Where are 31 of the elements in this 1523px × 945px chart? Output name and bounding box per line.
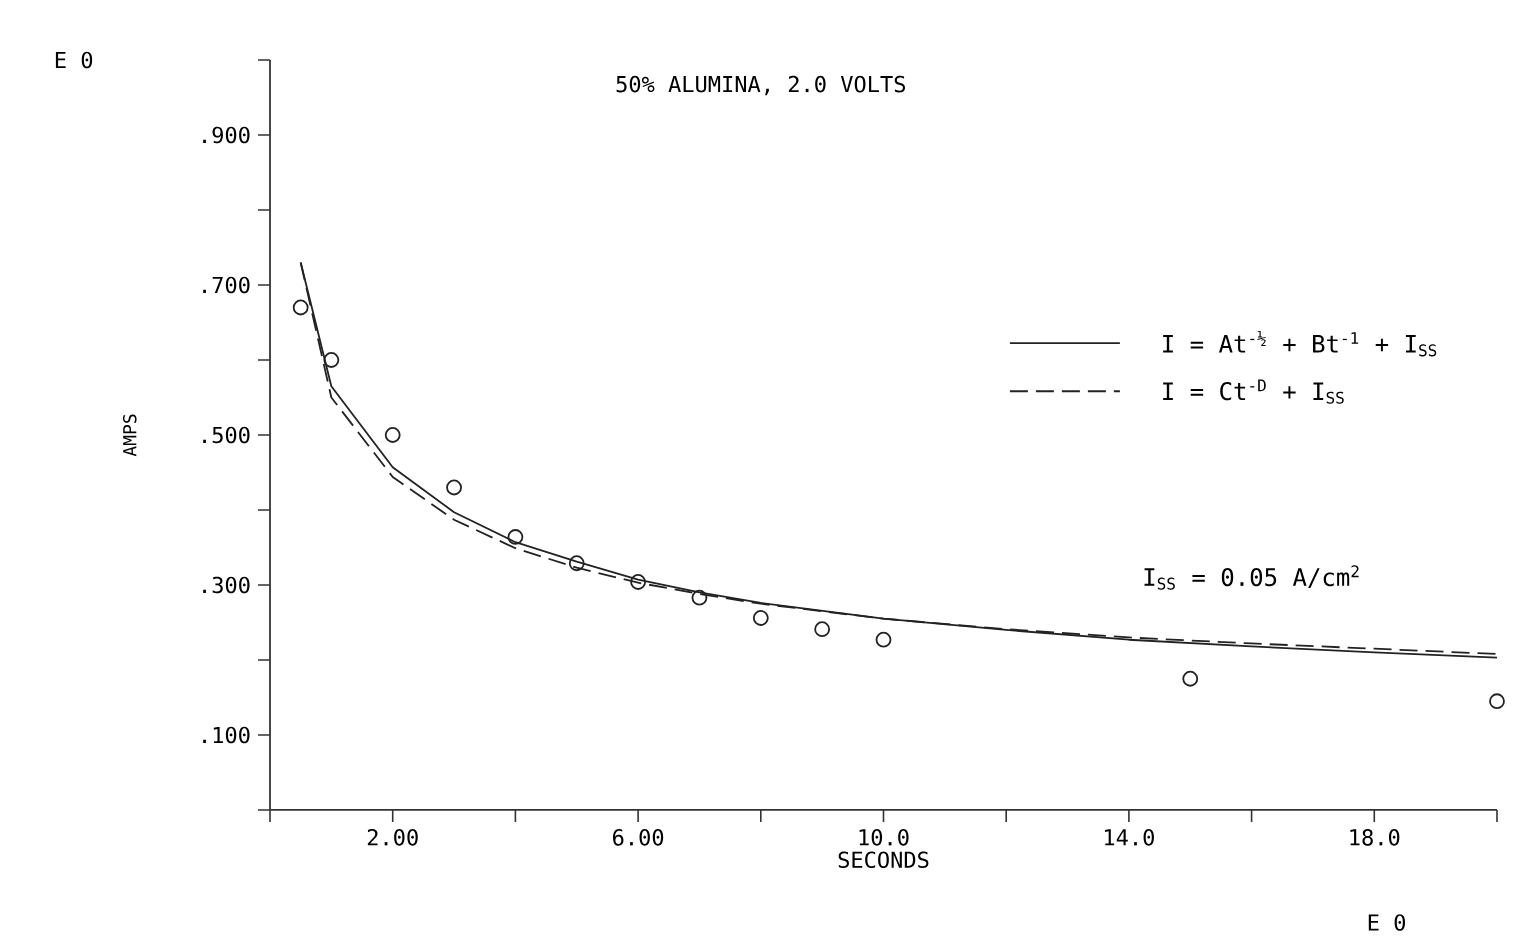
- text: E 0: [55, 51, 93, 69]
- y-axis-title: AMPS: [122, 414, 137, 457]
- x-tick-label: 14.0: [1105, 829, 1154, 846]
- point: [568, 555, 585, 572]
- point: [446, 479, 462, 496]
- x-tick-label: 2.00: [367, 829, 418, 846]
- x-tick-label: 10.0: [859, 829, 909, 846]
- legend-label: I = Ct$^{-D}$ + I$_{SS}$: [1163, 379, 1344, 404]
- x-tick-label: 18.0: [1350, 829, 1400, 846]
- point: [507, 529, 524, 545]
- point: [384, 427, 401, 443]
- point: [875, 631, 892, 648]
- point: [323, 352, 340, 368]
- point: [1489, 693, 1505, 710]
- y-tick-label: .100: [203, 726, 250, 744]
- text: E 0: [1368, 914, 1406, 931]
- y-tick-label: .300: [203, 576, 250, 594]
- y-tick-label: .900: [203, 126, 250, 144]
- point: [630, 574, 646, 590]
- point: [292, 299, 309, 316]
- x-axis-title: SECONDS: [838, 851, 929, 869]
- point: [814, 621, 831, 638]
- text: 50% ALUMINA, 2.0 VOLTS: [616, 75, 906, 96]
- y-tick-label: .500: [203, 426, 250, 444]
- annotation: I$_{SS}$ = 0.05 A/cm$^{2}$: [1144, 565, 1359, 590]
- point: [691, 589, 708, 606]
- point: [1182, 670, 1199, 687]
- legend-label: I = At$^{-½}$ + Bt$^{-1}$ + I$_{SS}$: [1163, 330, 1437, 357]
- y-tick-label: .700: [203, 276, 250, 294]
- point: [752, 610, 769, 626]
- x-tick-label: 6.00: [613, 829, 664, 846]
